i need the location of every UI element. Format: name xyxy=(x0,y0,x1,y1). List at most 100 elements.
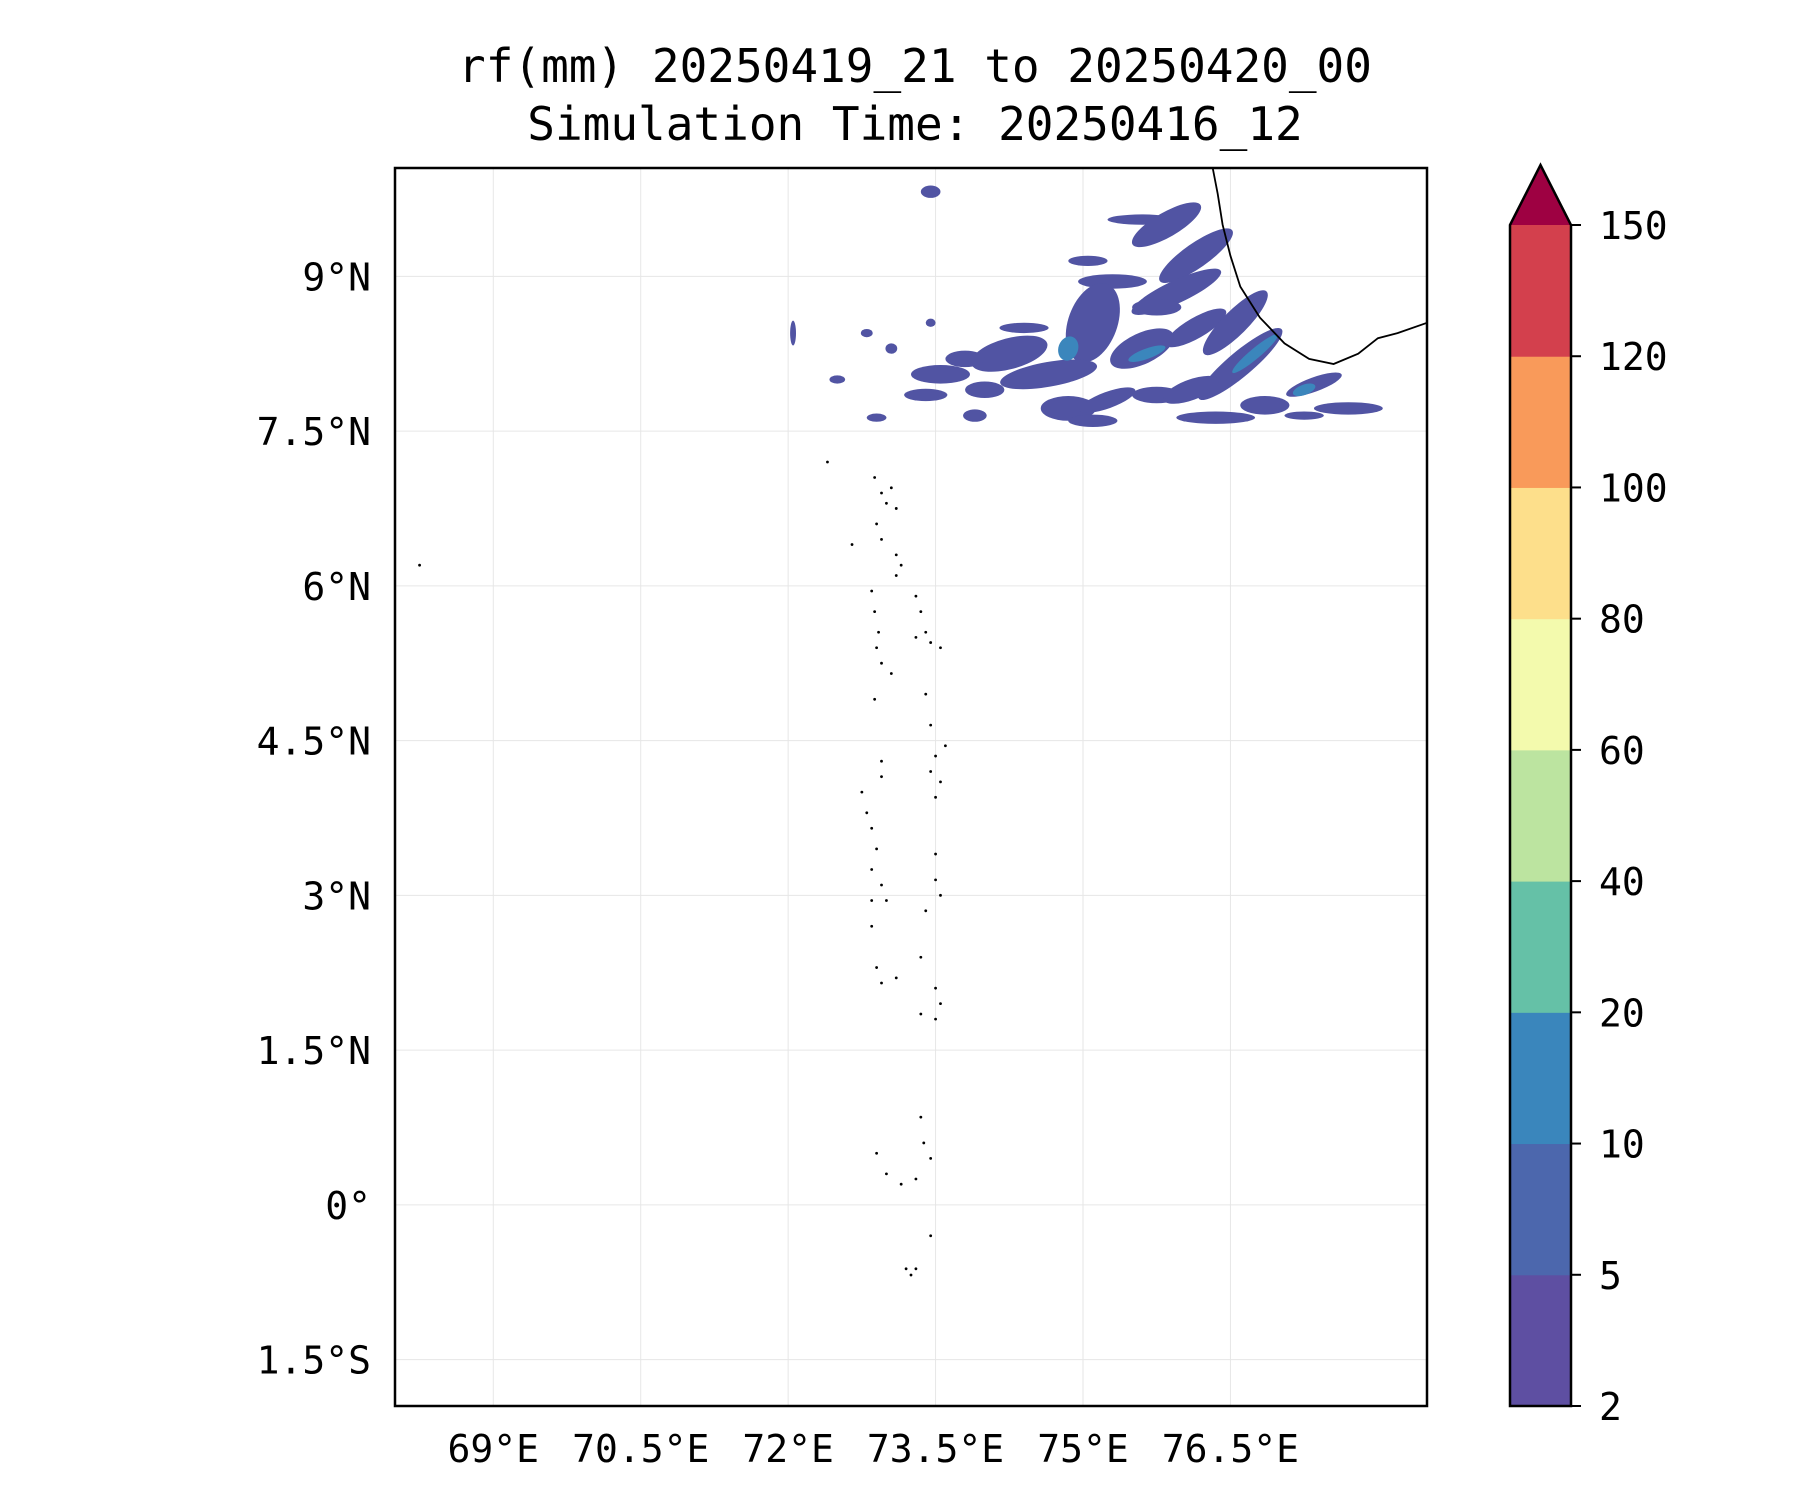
rain-patch-5-10 xyxy=(1284,411,1324,420)
island-dot xyxy=(875,646,878,650)
island-dot xyxy=(919,610,923,614)
lon-tick-label: 76.5°E xyxy=(1162,1427,1299,1471)
rain-patch-5-10 xyxy=(1176,411,1255,424)
rain-patch-10-20 xyxy=(1058,336,1079,361)
lon-tick-label: 75°E xyxy=(1037,1427,1129,1471)
rain-patch-10-20 xyxy=(1292,383,1316,397)
colorbar-segment xyxy=(1510,1143,1571,1276)
island-dot xyxy=(889,672,893,675)
rain-patch-5-10 xyxy=(1159,228,1233,284)
rain-patch-5-10 xyxy=(1078,274,1147,289)
colorbar-segment xyxy=(1510,225,1571,357)
rain-patch-5-10 xyxy=(945,350,985,368)
island-dot xyxy=(880,661,883,665)
colorbar-segment xyxy=(1510,749,1571,882)
rain-patch-5-10 xyxy=(885,343,898,354)
lat-tick-label: 3°N xyxy=(302,874,371,918)
rain-patch-5-10 xyxy=(999,322,1049,334)
colorbar-extend-arrow xyxy=(1510,165,1571,225)
rain-patch-5-10 xyxy=(1165,308,1227,348)
rain-patch-5-10 xyxy=(866,413,887,422)
island-dot xyxy=(914,594,918,598)
rain-patch-5-10 xyxy=(963,409,987,422)
rain-patch-5-10 xyxy=(925,318,936,327)
island-dot xyxy=(919,955,923,959)
gridlines xyxy=(395,168,1427,1406)
rain-patch-5-10 xyxy=(829,375,846,384)
island-dot xyxy=(934,878,937,882)
colorbar-tick-label: 5 xyxy=(1599,1254,1622,1298)
island-dot xyxy=(880,759,883,763)
island-dot xyxy=(880,981,883,985)
rain-patch-5-10 xyxy=(1163,375,1220,404)
island-dot xyxy=(924,630,928,634)
rain-patch-5-10 xyxy=(1110,328,1174,369)
rain-patch-5-10 xyxy=(1240,395,1290,415)
island-dot xyxy=(873,610,877,614)
island-dot xyxy=(870,826,874,830)
island-dot xyxy=(939,646,942,650)
lat-tick-label: 1.5°S xyxy=(257,1339,371,1383)
islands xyxy=(418,460,947,1277)
colorbar: 2 5 10 20 40 60 80 100 120 150 xyxy=(1508,162,1668,1429)
rain-patch-5-10 xyxy=(1068,414,1118,427)
lat-tick-label: 0° xyxy=(325,1184,371,1228)
island-dot xyxy=(919,1115,923,1119)
colorbar-segment xyxy=(1510,1274,1571,1407)
rain-patch-5-10 xyxy=(1065,283,1120,363)
island-dot xyxy=(929,770,933,773)
rain-patch-10-20 xyxy=(1128,345,1166,362)
latitude-tick-labels: 9°N 7.5°N 6°N 4.5°N 3°N 1.5°N 0° 1.5°S xyxy=(257,255,371,1382)
island-dot xyxy=(929,723,933,727)
rain-patch-5-10 xyxy=(1000,359,1098,390)
island-dot xyxy=(873,697,877,701)
coastline xyxy=(1211,168,1427,365)
colorbar-tick-label: 20 xyxy=(1599,991,1645,1035)
island-dot xyxy=(418,563,421,567)
lat-tick-label: 4.5°N xyxy=(257,720,371,764)
island-dot xyxy=(939,893,942,897)
rain-patch-5-10 xyxy=(1131,202,1202,248)
island-dot xyxy=(870,924,874,928)
island-dot xyxy=(885,899,888,902)
island-dot xyxy=(934,1017,937,1021)
island-dot xyxy=(873,476,877,479)
island-dot xyxy=(914,1267,918,1271)
island-dot xyxy=(865,811,869,815)
island-dot xyxy=(909,1273,913,1277)
island-dot xyxy=(914,636,918,639)
island-dot xyxy=(894,574,898,577)
island-dot xyxy=(924,909,928,913)
rainfall-field xyxy=(790,185,1383,427)
island-dot xyxy=(899,563,903,567)
island-dot xyxy=(826,460,829,464)
island-dot xyxy=(934,852,937,856)
island-dot xyxy=(894,553,898,557)
rain-patch-5-10 xyxy=(1202,290,1268,356)
island-dot xyxy=(870,868,874,871)
lat-tick-label: 9°N xyxy=(302,255,371,299)
rain-patch-5-10 xyxy=(1079,387,1136,413)
island-dot xyxy=(860,790,864,794)
island-dot xyxy=(870,899,874,902)
colorbar-segment xyxy=(1510,356,1571,488)
island-dot xyxy=(880,538,883,541)
island-dot xyxy=(875,847,878,851)
rain-patch-5-10 xyxy=(965,381,1005,399)
island-dot xyxy=(889,486,893,490)
colorbar-tick-label: 80 xyxy=(1599,598,1645,642)
rain-patch-5-10 xyxy=(1068,255,1108,267)
colorbar-tick-label: 150 xyxy=(1599,204,1668,248)
island-dot xyxy=(870,589,874,593)
island-dot xyxy=(919,1012,923,1016)
island-dot xyxy=(934,754,937,758)
island-dot xyxy=(875,1151,878,1155)
island-dot xyxy=(934,795,937,799)
colorbar-outline xyxy=(1508,162,1573,1408)
rain-patch-10-20 xyxy=(1232,334,1278,374)
island-dot xyxy=(904,1267,908,1271)
colorbar-tick-label: 40 xyxy=(1599,860,1645,904)
island-dot xyxy=(944,744,947,748)
